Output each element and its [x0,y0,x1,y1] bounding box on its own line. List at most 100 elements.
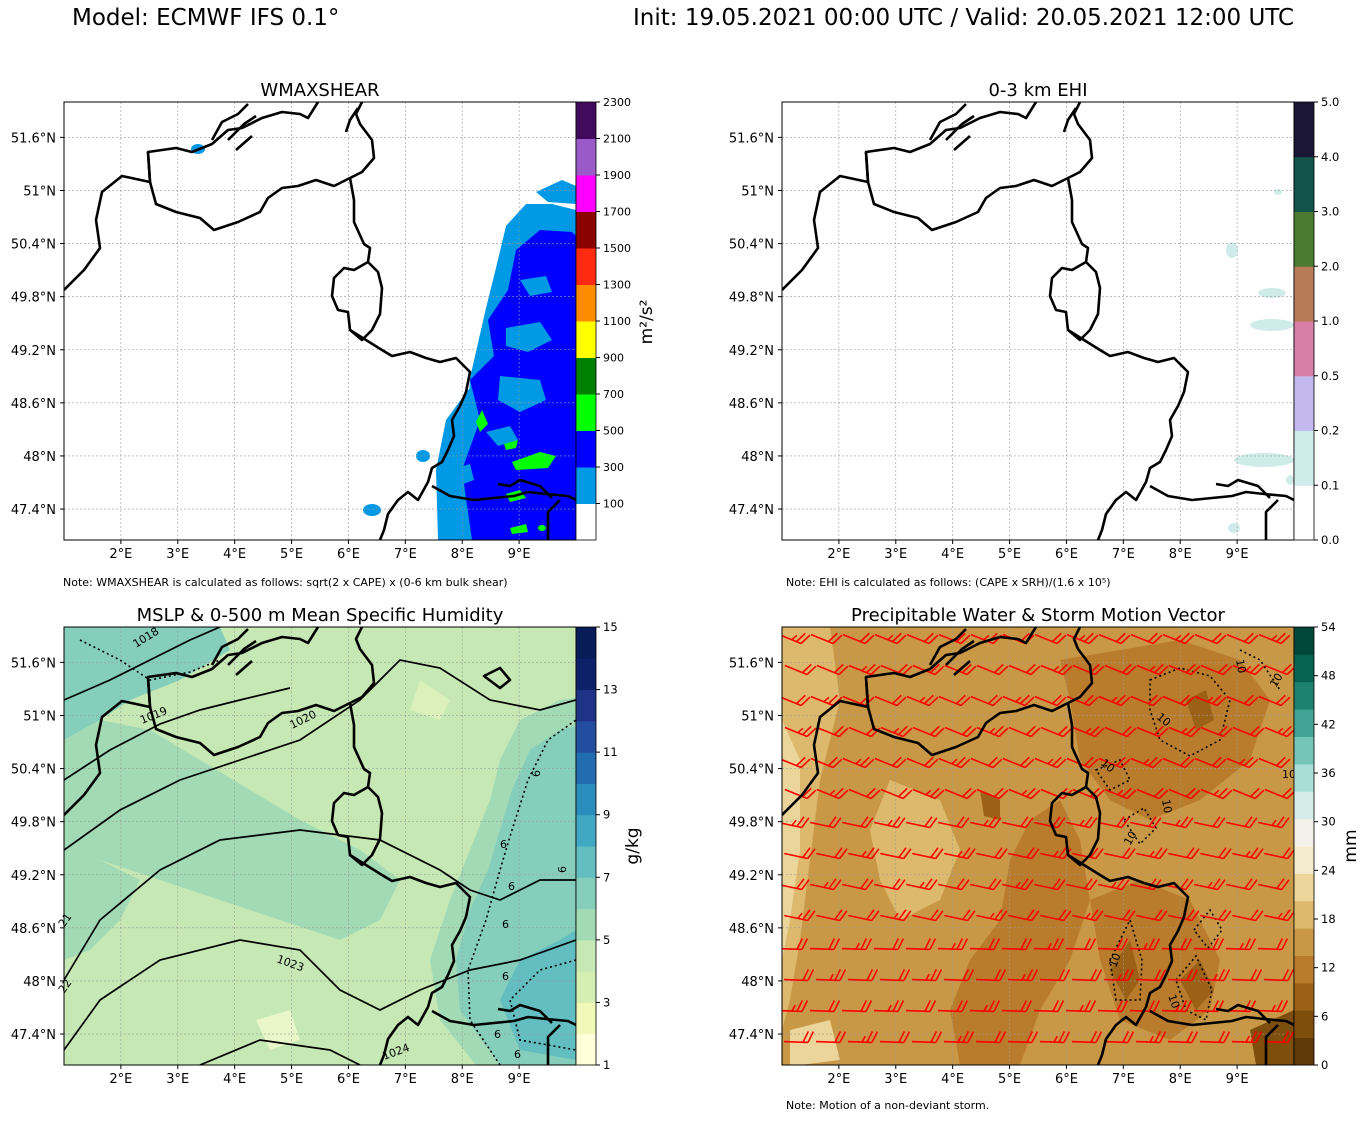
wind-barb [1066,632,1099,645]
pwat-label: 10 [1159,798,1174,814]
lat-tick-label: 49.2°N [729,344,774,359]
wind-barb [1135,969,1167,982]
wind-barb [1071,969,1103,982]
wind-barb [880,725,913,738]
wind-barb [970,756,1003,769]
lat-tick-label: 50.4°N [729,238,774,253]
wind-barb [1226,632,1259,645]
colorbar-tick-label: 2100 [603,133,631,146]
lon-tick-label: 5°E [998,1072,1021,1087]
colorbar-segment [576,503,596,541]
wind-barb [912,909,944,922]
colorbar-tick-label: 12 [1321,961,1336,975]
colorbar-tick-label: 1300 [603,279,631,292]
wind-barb [1066,694,1099,707]
pwat-contour-labels: 10 10 10 10 10 10 10 10 10 [1098,658,1296,1010]
wind-barb [809,1000,841,1013]
wind-barb [880,787,913,800]
colorbar-frame [575,626,597,1066]
wind-barb [784,787,817,800]
wind-barb [1098,816,1130,829]
lat-tick-label: 51°N [741,184,774,199]
wind-barb [1104,847,1136,860]
wind-barb [1040,847,1072,860]
wind-barb [1168,725,1201,738]
lat-tick-label: 50.4°N [729,763,774,778]
colorbar-tick-label: 5 [603,933,610,947]
colorbar-segment [576,814,596,847]
wind-barb [1039,1031,1071,1044]
colorbar-segment [1294,627,1314,655]
lat-tick-label: 51.6°N [11,656,56,671]
lon-tick-label: 5°E [280,1072,303,1087]
wind-barb [815,1031,847,1044]
wind-barb [975,1031,1007,1044]
wind-barb [842,878,874,891]
wind-barb [879,969,911,982]
colorbar-segment [1294,928,1314,956]
lat-tick-label: 49.8°N [729,816,774,831]
lon-tick-label: 6°E [1055,547,1078,562]
lat-tick-label: 48.6°N [729,922,774,937]
wind-barb [943,1031,975,1044]
wind-barb [784,725,817,738]
wind-barb [1168,787,1201,800]
wind-barb [1161,1000,1193,1013]
colorbar-tick-label: 1500 [603,242,631,255]
wind-barb [1097,938,1129,951]
wind-barb [1072,909,1104,922]
colorbar-segment [1294,846,1314,874]
wind-barb [1258,694,1291,707]
lon-tick-label: 9°E [1226,547,1249,562]
wind-barb [880,909,912,922]
wind-barb [969,938,1001,951]
wind-barb [906,694,939,707]
wind-barb [816,725,849,738]
wind-barb [1071,1031,1103,1044]
lat-tick-label: 48°N [23,975,56,990]
wind-barb [815,969,847,982]
lat-tick-label: 49.8°N [11,291,56,306]
wind-barb [1194,632,1227,645]
colorbar-frame [1293,626,1315,1066]
colorbar-segment [576,102,596,139]
colorbar-tick-label: 500 [603,425,624,438]
lon-tick-label: 9°E [508,547,531,562]
colorbar-tick-label: 18 [1321,912,1336,926]
wind-barb [1040,725,1073,738]
borders-wmaxshear [64,102,576,540]
wind-barb [944,725,977,738]
wind-barb [1104,725,1137,738]
wind-barb [1008,909,1040,922]
pwat-label: 10 [1282,768,1296,781]
lon-tick-label: 4°E [223,1072,246,1087]
colorbar-segment [576,430,596,468]
colorbar-segment [576,908,596,941]
storm-motion-vectors [782,632,1294,1044]
wind-barb [938,816,970,829]
lon-tick-label: 3°E [166,1072,189,1087]
wind-barb [943,969,975,982]
lon-tick-label: 2°E [827,547,850,562]
wind-barb [847,1031,879,1044]
colorbar-pwat: 0 6 12 18 24 30 36 42 48 54 [1293,620,1336,1072]
panel-title-pwat: Precipitable Water & Storm Motion Vector [851,605,1225,626]
colorbar-tick-label: 0.0 [1321,533,1339,547]
humidity-label: 6 [502,918,509,931]
colorbar-tick-label: 48 [1321,669,1336,683]
wind-barb [1097,1000,1129,1013]
colorbar-segment [576,783,596,816]
colorbar-segment [576,175,596,212]
colorbar-segment [1294,375,1314,431]
colorbar-tick-label: 900 [603,352,624,365]
wind-barb [810,632,843,645]
wind-barb [906,756,939,769]
lat-tick-label: 47.4°N [11,503,56,518]
wind-barb [1167,1031,1199,1044]
colorbar-label-pwat: mm [1341,829,1361,862]
colorbar-tick-label: 1.0 [1321,314,1339,328]
lon-tick-label: 8°E [1169,1072,1192,1087]
wind-barb [873,938,905,951]
colorbar-tick-label: 2.0 [1321,259,1339,273]
